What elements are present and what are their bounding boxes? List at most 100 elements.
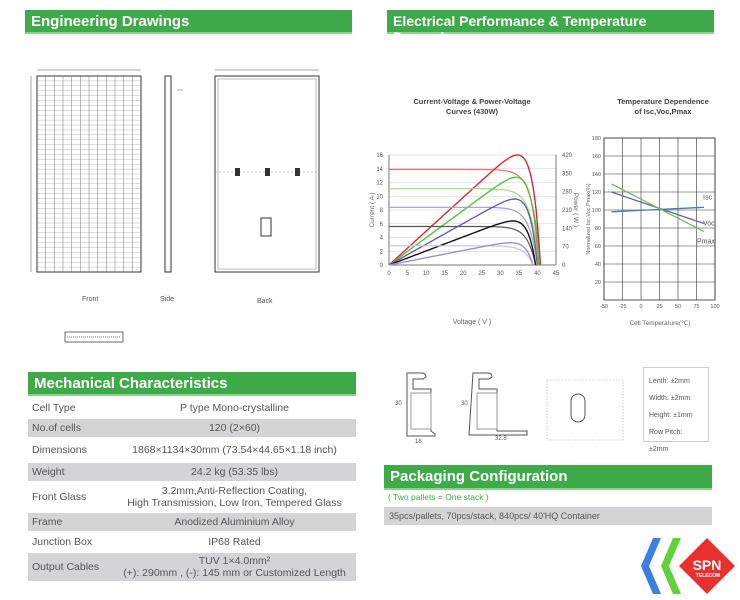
y-tick-label: 40 xyxy=(595,262,601,268)
x-tick-label: 25 xyxy=(656,304,662,310)
frame-profile-drawings: 30 30 18 32.8 xyxy=(395,372,624,445)
tolerance-item: Lenth: ±2mm xyxy=(649,378,690,385)
spn-telecom-logo: SPN TELECOM xyxy=(641,538,735,594)
mech-value: TUV 1×4.0mm² (+): 290mm , (-): 145 mm or … xyxy=(113,553,356,581)
y2-tick-label: 210 xyxy=(562,208,573,214)
mech-row: No.of cells 120 (2×60) xyxy=(28,419,356,437)
y-tick-label: 6 xyxy=(380,222,384,228)
y-tick-label: 16 xyxy=(376,153,383,159)
junction-box-drawing xyxy=(64,331,124,343)
iv-curve-1000 xyxy=(389,168,541,266)
y2-tick-label: 420 xyxy=(562,153,573,159)
engineering-drawings-header: Engineering Drawings xyxy=(25,10,352,34)
mech-label: Front Glass xyxy=(32,491,87,503)
mech-value: 24.2 kg (53.35 lbs) xyxy=(113,463,356,481)
x-tick-label: 40 xyxy=(534,271,541,277)
x-tick-label: 25 xyxy=(478,271,485,277)
mech-value: P type Mono-crystalline xyxy=(180,402,289,414)
iv-curve-400 xyxy=(389,225,537,266)
logo-subtext: TELECOM xyxy=(696,573,720,579)
mech-label: Weight xyxy=(28,463,113,481)
x-axis-label: Voltage ( V ) xyxy=(453,319,492,326)
y-tick-label: 0 xyxy=(380,263,384,269)
mech-label: Frame xyxy=(28,513,113,531)
y-tick-label: 2 xyxy=(380,249,384,255)
mech-label: No.of cells xyxy=(28,419,113,437)
y2-tick-label: 350 xyxy=(562,171,573,177)
y-tick-label: 100 xyxy=(592,208,601,214)
pv-curve-800 xyxy=(388,176,540,266)
iv-curve-800 xyxy=(389,188,540,266)
y-tick-label: 80 xyxy=(595,226,601,232)
y-tick-label: 60 xyxy=(595,244,601,250)
side-view-drawing xyxy=(164,75,183,273)
mech-label: Output Cables xyxy=(28,553,113,581)
x-tick-label: 10 xyxy=(423,271,430,277)
y-tick-label: 8 xyxy=(380,208,384,214)
pv-curve-400 xyxy=(388,220,537,266)
packaging-note: ( Two pallets = One stack ) xyxy=(388,492,489,502)
back-label: Back xyxy=(257,298,273,305)
iv-curve-200 xyxy=(389,245,534,266)
x-tick-label: 0 xyxy=(387,271,391,277)
y-tick-label: 140 xyxy=(592,172,601,178)
mechanical-table: Cell Type P type Mono-crystalline No.of ce… xyxy=(28,397,356,583)
series-pmax xyxy=(611,183,705,233)
series-label-pmax: Pmax xyxy=(697,239,715,246)
x-tick-label: 35 xyxy=(516,271,523,277)
mech-label: Junction Box xyxy=(32,536,93,548)
x-tick-label: 30 xyxy=(497,271,504,277)
tolerance-item: Row Pitch: ±2mm xyxy=(649,429,683,453)
front-view-drawing xyxy=(30,69,142,273)
dim-height-a: 30 xyxy=(395,401,402,407)
mech-value: IP68 Rated xyxy=(208,536,261,548)
x-tick-label: 50 xyxy=(675,304,681,310)
x-tick-label: 100 xyxy=(710,304,719,310)
mech-row: Weight 24.2 kg (53.35 lbs) xyxy=(28,463,356,481)
x-tick-label: 75 xyxy=(693,304,699,310)
dim-width-b: 32.8 xyxy=(495,436,507,442)
y-axis-label: Normalized Isc,Voc,Pmax(%) xyxy=(586,183,592,254)
series-isc xyxy=(611,206,704,213)
y-tick-label: 120 xyxy=(592,190,601,196)
dim-height-b: 30 xyxy=(461,401,468,407)
mech-value: Anodized Aluminium Alloy xyxy=(113,513,356,531)
mech-row: Junction Box IP68 Rated xyxy=(28,533,356,551)
temp-title-line2: of Isc,Voc,Pmax xyxy=(635,107,693,116)
mech-row: Dimensions 1868×1134×30mm (73.54×44.65×1.… xyxy=(28,439,356,461)
temp-title-line1: Temperature Dependence xyxy=(617,97,709,106)
mechanical-header: Mechanical Characteristics xyxy=(28,372,356,396)
y-tick-label: 12 xyxy=(376,181,383,187)
y2-tick-label: 0 xyxy=(562,263,566,269)
mech-value: 1868×1134×30mm (73.54×44.65×1.18 inch) xyxy=(132,444,337,456)
y2-axis-label: Power ( W ) xyxy=(572,193,579,227)
front-label: Front xyxy=(82,296,99,303)
x-axis-label: Cell Temperature(℃) xyxy=(629,320,690,327)
iv-title-line1: Current-Voltage & Power-Voltage xyxy=(413,97,530,106)
mech-row: Output Cables TUV 1×4.0mm² (+): 290mm , (-… xyxy=(28,553,356,581)
side-label: Side xyxy=(160,296,175,303)
y-tick-label: 10 xyxy=(376,194,383,200)
y-tick-label: 20 xyxy=(595,280,601,286)
packaging-header: Packaging Configuration xyxy=(384,465,712,490)
y2-tick-label: 140 xyxy=(562,226,573,232)
pv-curve-200 xyxy=(388,241,534,266)
mech-label: Cell Type xyxy=(32,402,76,414)
logo-text: SPN xyxy=(693,557,722,573)
engineering-drawings xyxy=(30,69,320,343)
packaging-detail: 35pcs/pallets, 70pcs/stack, 840pcs/ 40'H… xyxy=(384,507,712,525)
y-tick-label: 160 xyxy=(592,154,601,160)
y2-tick-label: 70 xyxy=(562,245,569,251)
mech-row: Cell Type P type Mono-crystalline xyxy=(28,399,356,417)
mech-label: Dimensions xyxy=(32,444,87,456)
mech-value: 120 (2×60) xyxy=(113,419,356,437)
series-label-isc: Isc xyxy=(703,194,712,201)
pv-curve-600 xyxy=(388,198,539,266)
x-tick-label: -50 xyxy=(600,304,608,310)
tolerance-item: Height: ±1mm xyxy=(649,412,693,419)
y2-tick-label: 280 xyxy=(562,190,573,196)
iv-curve-600 xyxy=(389,206,538,266)
x-tick-label: 0 xyxy=(639,304,642,310)
